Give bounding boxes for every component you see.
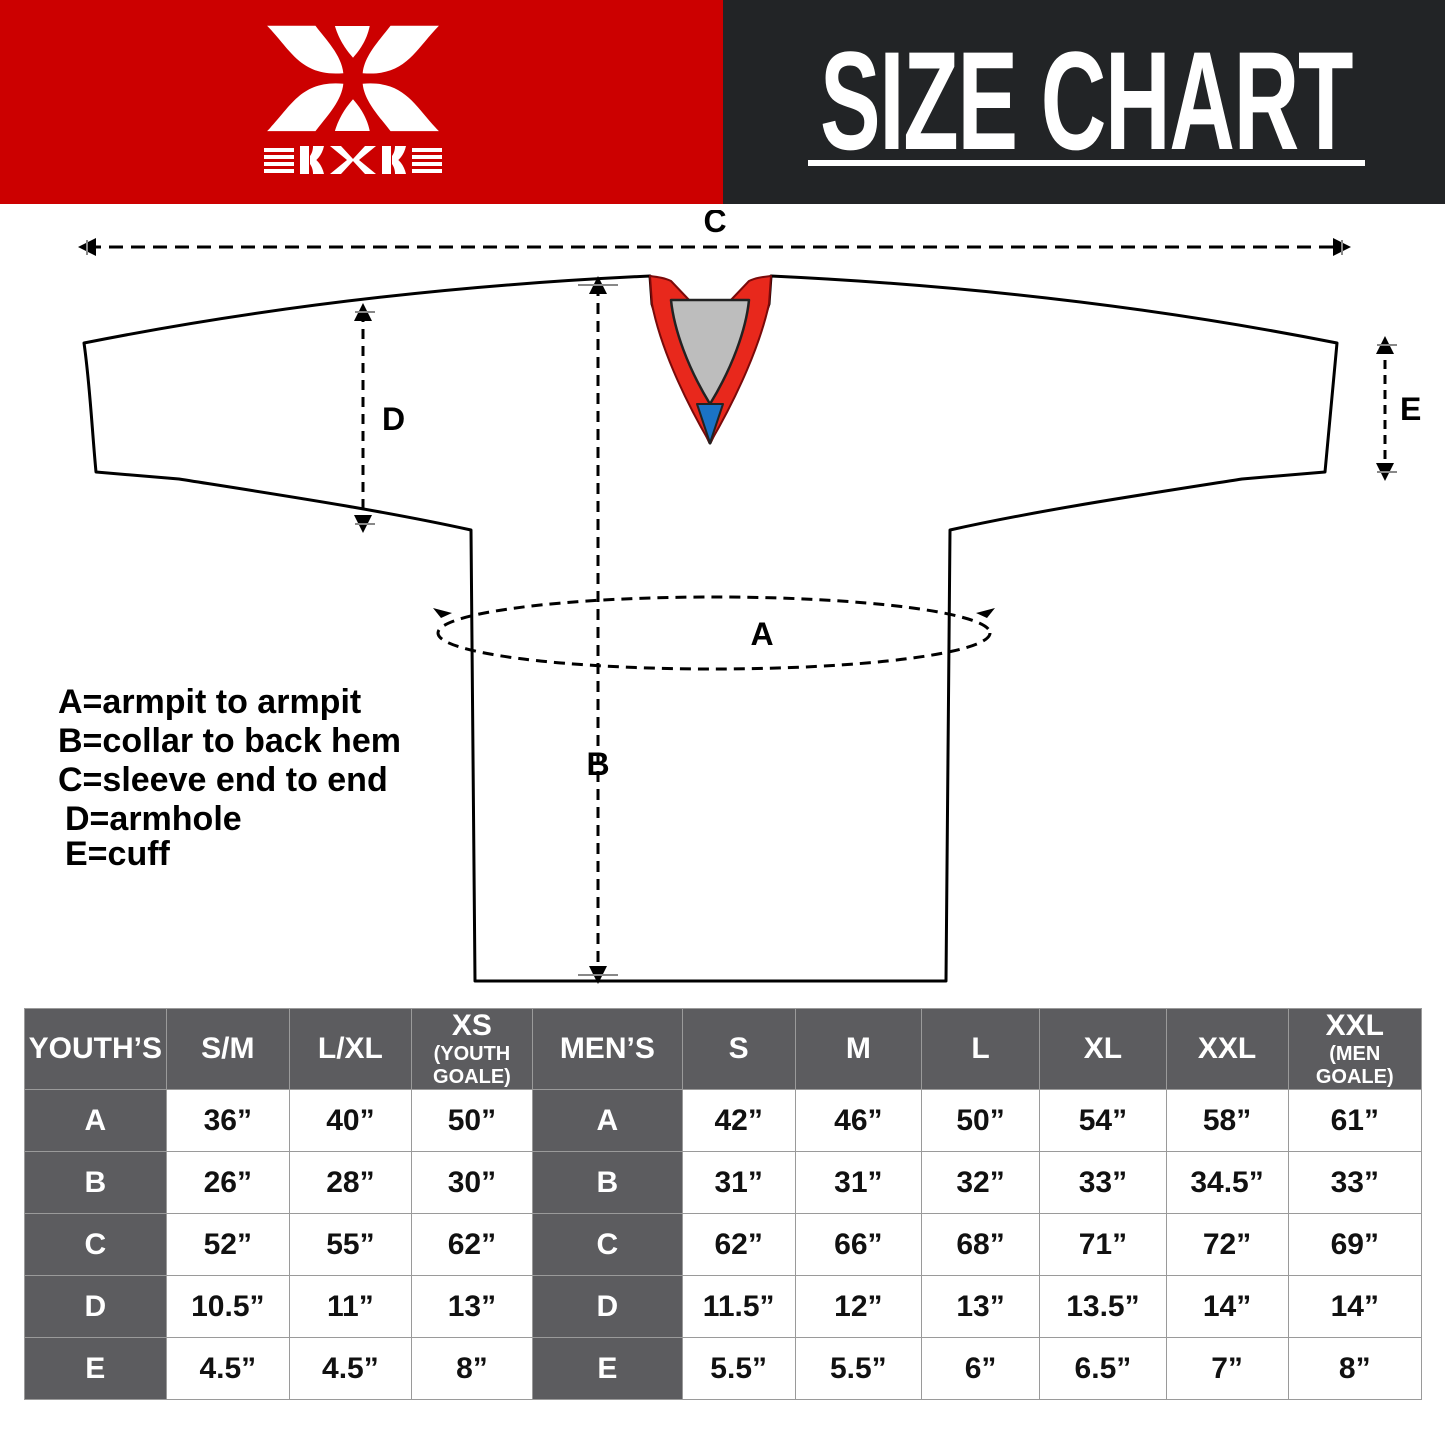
svg-text:D: D (382, 401, 405, 437)
svg-text:C=sleeve end to end: C=sleeve end to end (58, 761, 388, 799)
svg-text:E: E (1400, 391, 1421, 427)
svg-text:B=collar to back hem: B=collar to back hem (58, 722, 401, 760)
svg-text:A: A (750, 616, 773, 652)
svg-text:D=armhole: D=armhole (65, 800, 242, 838)
svg-text:C: C (703, 210, 726, 239)
svg-text:A=armpit to armpit: A=armpit to armpit (58, 683, 361, 721)
svg-text:E=cuff: E=cuff (65, 835, 171, 873)
svg-text:B: B (586, 746, 609, 782)
